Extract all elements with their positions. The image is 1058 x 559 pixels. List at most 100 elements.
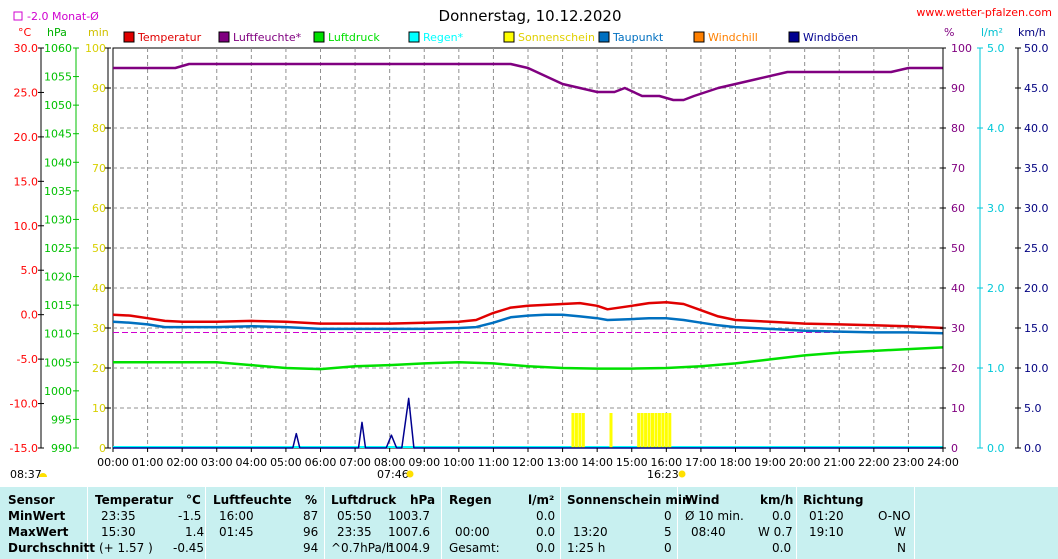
pressure-min-time: 05:50 [337,509,372,523]
legend-swatch [313,31,325,43]
sunshine-bar [609,413,613,448]
unit-rain: l/m² [981,26,1003,39]
x-tick-label: 24:00 [927,456,959,469]
sunshine-min-val: 0 [664,509,672,523]
sunshine-bar [664,413,668,448]
wind-axis-tick-label: 35.0 [1024,162,1049,175]
sunshine-bar [657,413,661,448]
pressure-axis-tick-label: 1035 [44,185,72,198]
x-tick-label: 18:00 [720,456,752,469]
x-tick-label: 09:00 [408,456,440,469]
wind-axis-tick-label: 25.0 [1024,242,1049,255]
rain-axis-tick-label: 3.0 [987,202,1005,215]
temperature-axis-tick-label: -10.0 [10,398,38,411]
row-label-avg: Durchschnitt [8,541,96,555]
x-tick-label: 14:00 [581,456,613,469]
rain-max-val: 0.0 [536,525,556,539]
sunshine-bar [661,413,665,448]
legend-swatch [408,31,420,43]
rain-min-val: 0.0 [536,509,556,523]
pressure-axis-tick-label: 1040 [44,156,72,169]
temp-max-time: 15:30 [101,525,136,539]
legend-label: Windchill [708,31,758,44]
sun-icon [39,473,47,477]
website-link[interactable]: www.wetter-pfalzen.com [916,6,1052,19]
sunshine-axis-tick-label: 10 [92,402,106,415]
rain-total-val: 0.0 [536,541,556,555]
rain-axis-tick-label: 0.0 [987,442,1005,455]
wind-header: Wind [685,493,720,507]
humidity-axis-tick-label: 70 [951,162,965,175]
pressure-axis-tick-label: 990 [51,442,72,455]
temp-max-val: 1.4 [185,525,205,539]
legend-swatch [788,31,800,43]
pressure-trend: ^0.7hPa/h [331,541,394,555]
sunset-icon [678,470,686,478]
wind-axis-tick-label: 45.0 [1024,82,1049,95]
sunshine-total-hours: 1:25 h [567,541,606,555]
humidity-axis-tick-label: 30 [951,322,965,335]
monthly-avg-icon [13,11,23,21]
humidity-unit: % [305,493,318,507]
legend-swatch [693,31,705,43]
sunshine-bar [637,413,641,448]
legend-swatch [598,31,610,43]
series-line-luftfeuchte [113,62,943,102]
pressure-axis-tick-label: 1030 [44,213,72,226]
sunshine-bar [668,413,672,448]
pressure-header: Luftdruck [331,493,397,507]
chart-title: Donnerstag, 10.12.2020 [439,7,622,25]
current-time: 08:37 [10,468,42,481]
direction-max-time: 19:10 [809,525,844,539]
humidity-axis-tick-label: 90 [951,82,965,95]
sunshine-max-val: 5 [664,525,672,539]
sunset-time: 16:23 [647,468,679,481]
series-line-windböen [113,397,943,449]
legend-label: Regen* [423,31,464,44]
temp-header: Temperatur [95,493,174,507]
rain-total-label: Gesamt: [449,541,500,555]
temperature-axis-tick-label: 20.0 [14,131,39,144]
wind-axis-tick-label: 10.0 [1024,362,1049,375]
sunshine-axis-tick-label: 100 [85,42,106,55]
sunshine-axis-tick-label: 40 [92,282,106,295]
wind-axis-tick-label: 5.0 [1024,402,1042,415]
wind-axis-tick-label: 20.0 [1024,282,1049,295]
humidity-axis-tick-label: 80 [951,122,965,135]
pressure-axis-tick-label: 1005 [44,356,72,369]
sunshine-axis-tick-label: 70 [92,162,106,175]
x-tick-label: 08:00 [374,456,406,469]
legend-label: Windböen [803,31,858,44]
pressure-axis-tick-label: 1015 [44,299,72,312]
summary-table: Sensor MinWert MaxWert Durchschnitt Temp… [0,487,1058,559]
temperature-axis-tick-label: 10.0 [14,220,39,233]
series-line-temperatur [112,300,944,330]
sunshine-axis-tick-label: 60 [92,202,106,215]
x-tick-label: 16:00 [650,456,682,469]
pressure-axis-tick-label: 1020 [44,271,72,284]
wind-axis-tick-label: 15.0 [1024,322,1049,335]
series-line-luftdruck [113,346,944,371]
pressure-avg-val: 1004.9 [388,541,430,555]
humidity-axis-tick-label: 50 [951,242,965,255]
temp-avg-note: (+ 1.57 ) [99,541,153,555]
pressure-min-val: 1003.7 [388,509,430,523]
humidity-avg-val: 94 [303,541,319,555]
sunshine-axis-tick-label: 90 [92,82,106,95]
x-tick-label: 05:00 [270,456,302,469]
wind-axis-tick-label: 50.0 [1024,42,1049,55]
legend-label: Luftdruck [328,31,380,44]
chart-series [112,62,944,449]
rain-max-time: 00:00 [455,525,490,539]
x-tick-label: 22:00 [858,456,890,469]
series-line-taupunkt [112,313,944,335]
humidity-axis-tick-label: 10 [951,402,965,415]
row-label-min: MinWert [8,509,66,523]
temperature-axis-tick-label: 30.0 [14,42,39,55]
rain-axis-tick-label: 2.0 [987,282,1005,295]
wind-axis-tick-label: 40.0 [1024,122,1049,135]
direction-min-val: O-NO [878,509,911,523]
humidity-max-time: 01:45 [219,525,254,539]
x-tick-label: 04:00 [235,456,267,469]
wind-max-time: 08:40 [691,525,726,539]
